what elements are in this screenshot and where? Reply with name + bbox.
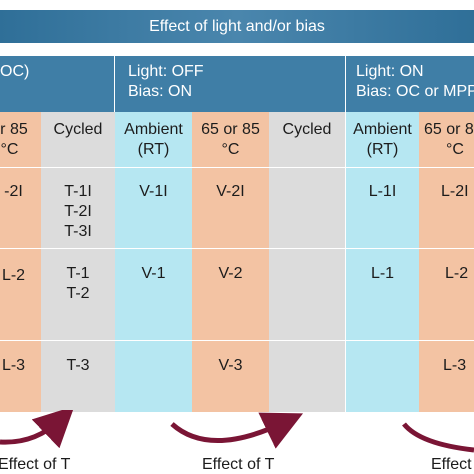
group-header-line: Bias: OC or MPP: [356, 83, 474, 100]
column-header: Ambient (RT): [346, 120, 419, 160]
column-header: Cycled: [269, 120, 345, 140]
column-header-line: 65 or 85: [201, 121, 260, 138]
cell: L-3: [443, 357, 467, 374]
column-header: Cycled: [41, 120, 115, 140]
footer-label-middle: Effect of T: [202, 456, 275, 473]
cell: V-1: [141, 265, 166, 282]
column-header: 65 or 85 °C: [192, 120, 269, 160]
effect-arrows: [0, 410, 474, 453]
column-header-line: (RT): [366, 141, 399, 158]
cell: L-2I: [441, 183, 469, 200]
column-header-line: Ambient: [124, 121, 183, 138]
arrow-middle: [170, 412, 304, 449]
cell: T-1I T-2I T-3I: [64, 183, 92, 240]
column-temp-dark: or 85 °C -2I L-2 L-3: [0, 112, 41, 412]
group-header-line: Light: OFF: [128, 63, 204, 80]
cell: T-1 T-2: [66, 265, 90, 302]
group-header-line: Light: ON: [356, 63, 424, 80]
column-header-line: °C: [221, 141, 240, 158]
column-header: Ambient (RT): [115, 120, 192, 160]
cell: T-3: [66, 357, 90, 374]
column-header: 65 or 85 °C: [424, 120, 474, 160]
cell: L-2: [445, 265, 469, 282]
column-header-line: °C: [446, 141, 464, 158]
cell: V-3: [218, 357, 243, 374]
cell: V-1I: [139, 183, 168, 200]
group-header-line: OC): [0, 63, 30, 80]
column-header-line: or 85: [0, 121, 28, 138]
cell: L-1I: [368, 183, 397, 200]
column-header-line: Cycled: [53, 121, 103, 138]
arrow-right: [402, 422, 474, 453]
column-header-line: (RT): [137, 141, 170, 158]
cell: V-2I: [216, 183, 245, 200]
cell: L-3: [1, 357, 26, 374]
column-header-line: °C: [0, 141, 19, 158]
cell: V-2: [218, 265, 243, 282]
column-temp-light-on: 65 or 85 °C L-2I L-2 L-3: [419, 112, 474, 412]
column-temp-light-off: 65 or 85 °C V-2I V-2 V-3: [192, 112, 269, 412]
group-header-dark: OC): [0, 56, 114, 112]
group-header-light-on: Light: ON Bias: OC or MPP: [346, 56, 474, 112]
cell: -2I: [4, 183, 23, 200]
column-header: or 85 °C: [0, 120, 41, 160]
cell: L-1: [370, 265, 395, 282]
column-header-line: Ambient: [353, 121, 412, 138]
group-header-light-off: Light: OFF Bias: ON: [115, 56, 345, 112]
column-header-line: Cycled: [282, 121, 332, 138]
arrow-left: [0, 410, 75, 449]
column-ambient-light-on: Ambient (RT) L-1I L-1: [346, 112, 419, 412]
column-ambient-light-off: Ambient (RT) V-1I V-1: [115, 112, 192, 412]
cell: L-2: [1, 267, 26, 284]
column-header-line: 65 or 85: [424, 121, 474, 138]
banner-title: Effect of light and/or bias: [0, 10, 474, 43]
column-cycled-dark: Cycled T-1I T-2I T-3I T-1 T-2 T-3: [41, 112, 115, 412]
group-header-line: Bias: ON: [128, 83, 193, 100]
footer-label-left: Effect of T: [0, 456, 71, 473]
footer-label-right: Effect: [431, 456, 472, 473]
column-cycled-light-off: Cycled: [269, 112, 345, 412]
